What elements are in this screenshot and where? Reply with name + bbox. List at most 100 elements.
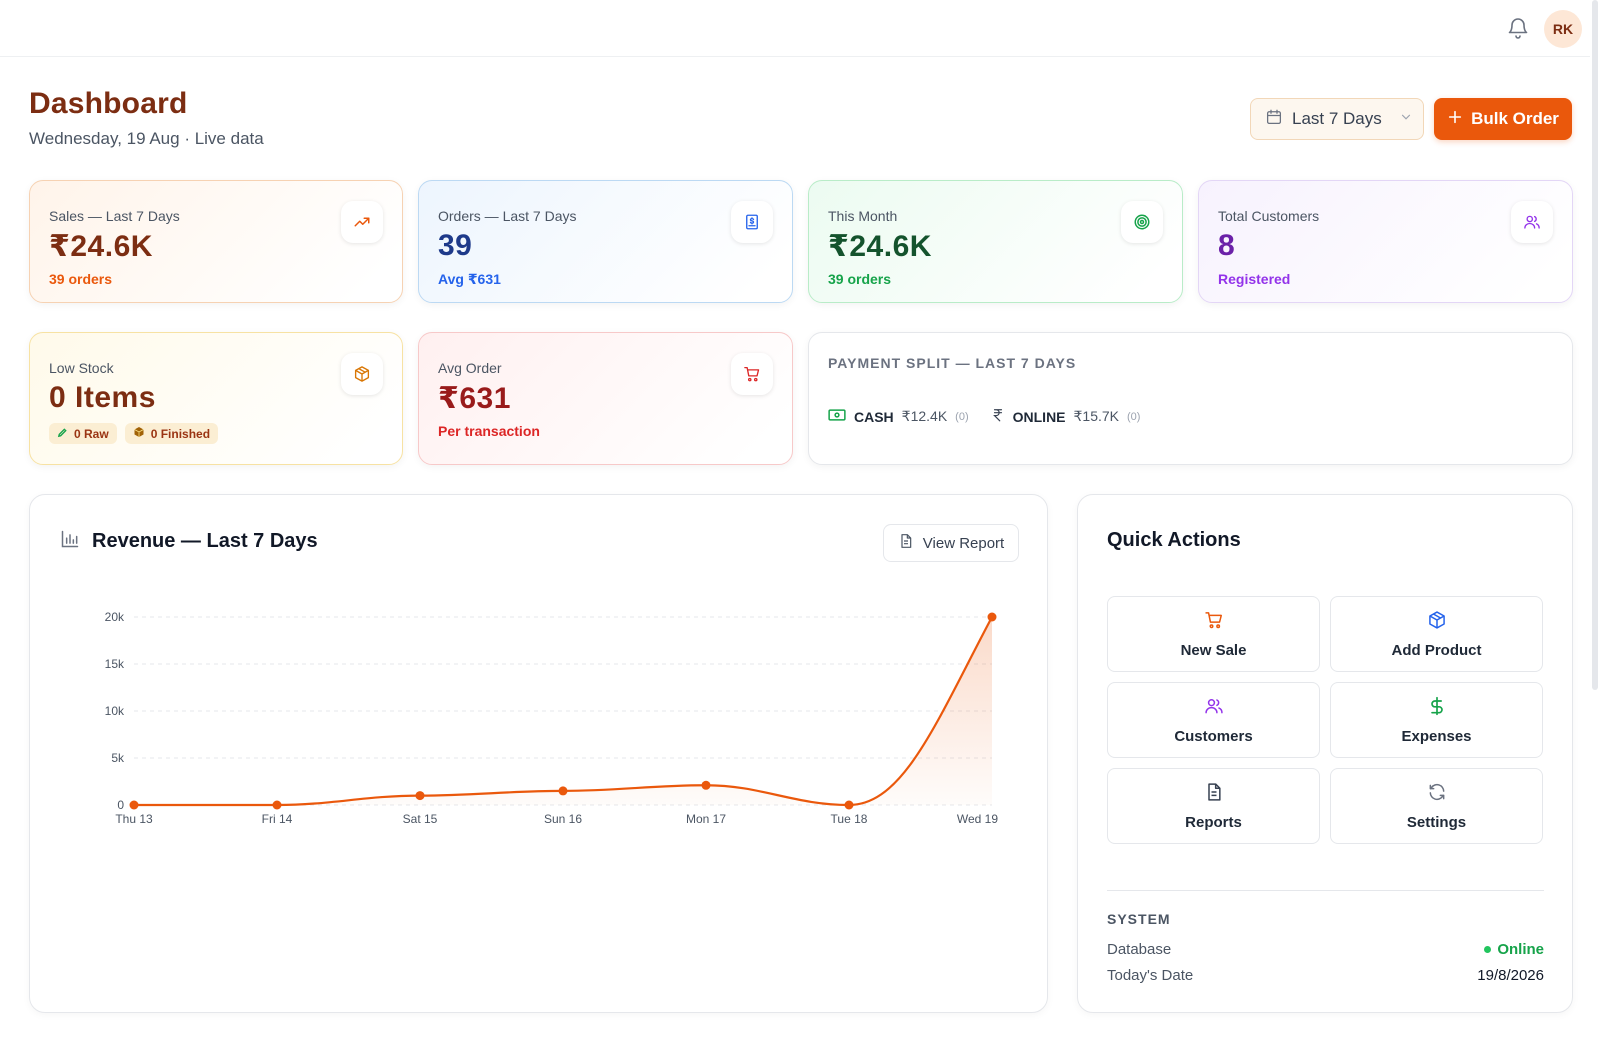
trending-up-icon [341,201,383,243]
orders-card[interactable]: Orders — Last 7 Days 39 Avg ₹631 [418,180,793,303]
finished-count: 0 Finished [150,426,211,441]
bulk-order-button[interactable]: Bulk Order [1434,98,1572,140]
scrollbar[interactable] [1592,0,1598,690]
revenue-panel: Revenue — Last 7 Days View Report 0 5k 10k… [29,494,1048,1013]
box-icon [133,426,145,441]
reports-label: Reports [1185,813,1242,831]
payment-split-row: CASH ₹12.4K (0) ONLINE ₹15.7K (0) [828,407,1140,426]
customers-label: Customers [1174,727,1253,745]
sales-card[interactable]: Sales — Last 7 Days ₹24.6K 39 orders [29,180,403,303]
data-point [558,786,568,796]
x-tick-label: Fri 14 [262,812,293,826]
refresh-icon [1427,782,1447,806]
data-point [129,800,139,810]
customers-card[interactable]: Total Customers 8 Registered [1198,180,1573,303]
avatar[interactable]: RK [1544,10,1582,48]
x-tick-label: Sat 15 [403,812,438,826]
card-value: 39 [438,229,473,262]
settings-label: Settings [1406,813,1467,831]
x-tick-label: Thu 13 [115,812,153,826]
add-product-button[interactable]: Add Product [1330,596,1543,672]
system-title: SYSTEM [1107,911,1171,927]
receipt-icon [731,201,773,243]
data-point [272,800,282,810]
database-status: Online [1484,941,1544,958]
card-sub: Registered [1218,271,1291,287]
card-value: ₹631 [438,382,511,415]
card-value: ₹24.6K [49,230,153,263]
reports-button[interactable]: Reports [1107,768,1320,844]
date-label: Today's Date [1107,967,1194,984]
package-icon [341,353,383,395]
new-sale-button[interactable]: New Sale [1107,596,1320,672]
card-value: ₹24.6K [828,230,932,263]
cash-label: CASH [854,408,894,425]
add-product-label: Add Product [1391,641,1482,659]
online-label: ONLINE [1012,408,1066,425]
new-sale-label: New Sale [1180,641,1247,659]
card-value: 8 [1218,229,1236,262]
card-label: This Month [828,208,898,224]
rupee-icon [991,407,1005,426]
data-point [415,791,425,801]
bar-chart-icon [60,529,80,554]
revenue-chart: 0 5k 10k 15k 20k Thu 13 Fri 14 Sat 15 Sun 16 Mon … [105,610,999,826]
package-icon [1427,610,1447,634]
card-label: Avg Order [438,360,502,376]
customers-button[interactable]: Customers [1107,682,1320,758]
y-tick-label: 10k [105,704,125,718]
cash-amount: ₹12.4K [901,408,948,424]
revenue-area [134,617,992,805]
bell-icon[interactable] [1506,16,1530,40]
date-range-label: Last 7 Days [1292,109,1382,128]
y-tick-label: 15k [105,657,125,671]
revenue-header: Revenue — Last 7 Days [60,529,318,554]
data-point [701,780,711,790]
divider [1107,890,1544,891]
expenses-label: Expenses [1401,727,1472,745]
view-report-label: View Report [922,534,1005,552]
payment-split-title: PAYMENT SPLIT — LAST 7 DAYS [828,355,1077,371]
bulk-order-label: Bulk Order [1471,109,1559,128]
file-icon [1204,782,1224,806]
month-card[interactable]: This Month ₹24.6K 39 orders [808,180,1183,303]
calendar-icon [1265,108,1283,131]
date-row: Today's Date 19/8/2026 [1107,967,1544,984]
pencil-icon [57,427,68,441]
cash-icon [828,408,846,425]
x-tick-label: Mon 17 [686,812,726,826]
top-bar: RK [0,0,1590,57]
page-subtitle: Wednesday, 19 Aug · Live data [29,129,264,148]
page-title: Dashboard [29,87,188,120]
card-sub: Avg ₹631 [438,271,501,287]
data-point [844,800,854,810]
stock-pills: 0 Raw 0 Finished [49,423,219,444]
database-status-text: Online [1497,941,1544,958]
y-tick-label: 20k [105,610,125,624]
card-sub: 39 orders [49,271,113,287]
status-dot [1484,946,1492,953]
users-icon [1204,696,1224,720]
avg-order-card[interactable]: Avg Order ₹631 Per transaction [418,332,793,465]
cash-count: (0) [955,410,969,423]
x-tick-label: Tue 18 [831,812,868,826]
revenue-title: Revenue — Last 7 Days [92,530,318,552]
chevron-down-icon [1399,109,1413,129]
card-label: Total Customers [1218,208,1320,224]
database-row: Database Online [1107,941,1544,958]
file-icon [898,532,914,554]
data-point [987,612,997,622]
card-value: 0 Items [49,381,156,414]
y-tick-label: 5k [111,751,125,765]
card-sub: 39 orders [828,271,892,287]
expenses-button[interactable]: Expenses [1330,682,1543,758]
card-sub: Per transaction [438,423,540,439]
settings-button[interactable]: Settings [1330,768,1543,844]
view-report-button[interactable]: View Report [883,524,1019,562]
date-value: 19/8/2026 [1477,967,1544,984]
quick-actions-panel: Quick Actions New Sale Add Product Custo… [1077,494,1573,1013]
date-range-dropdown[interactable]: Last 7 Days [1250,98,1424,140]
low-stock-card[interactable]: Low Stock 0 Items 0 Raw 0 Finished [29,332,403,465]
users-icon [1511,201,1553,243]
dollar-icon [1427,696,1447,720]
